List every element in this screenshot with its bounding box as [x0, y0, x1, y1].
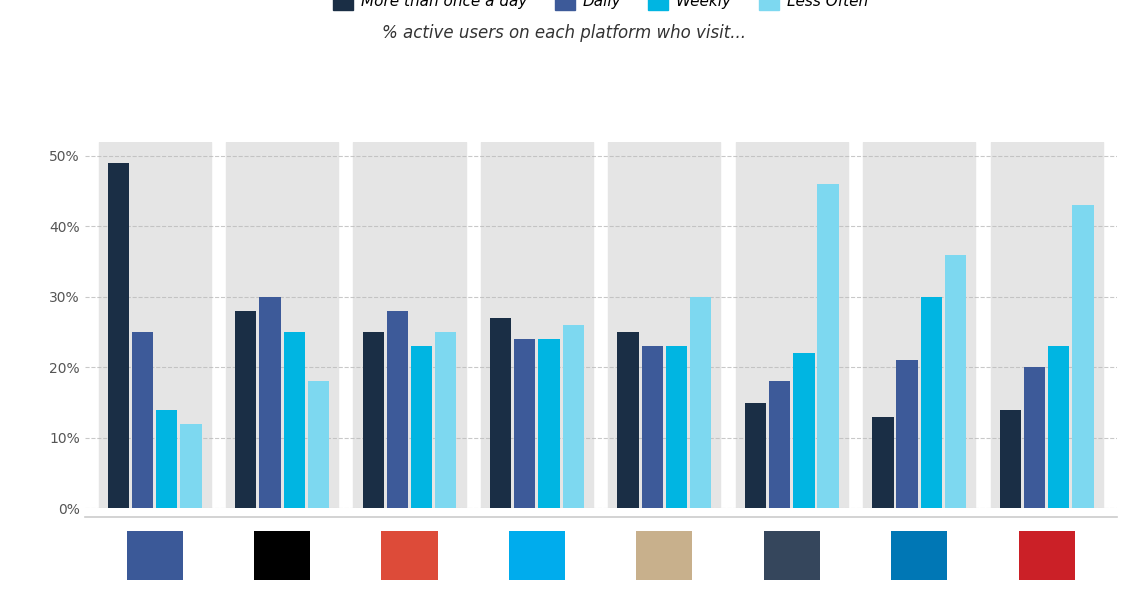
Bar — [999, 410, 1021, 508]
Bar — [735, 142, 848, 508]
FancyBboxPatch shape — [1019, 531, 1075, 580]
FancyBboxPatch shape — [891, 531, 948, 580]
FancyBboxPatch shape — [126, 531, 183, 580]
Text: % active users on each platform who visit...: % active users on each platform who visi… — [382, 24, 746, 41]
Bar — [563, 325, 584, 508]
Bar — [666, 346, 687, 508]
FancyBboxPatch shape — [381, 531, 438, 580]
Bar — [353, 142, 466, 508]
Bar — [107, 163, 129, 508]
Bar — [744, 402, 766, 508]
Legend: More than once a day, Daily, Weekly, Less Often: More than once a day, Daily, Weekly, Les… — [327, 0, 874, 17]
FancyBboxPatch shape — [254, 531, 310, 580]
Bar — [897, 361, 918, 508]
Bar — [538, 339, 559, 508]
Bar — [98, 142, 211, 508]
Bar — [863, 142, 976, 508]
Bar — [435, 332, 457, 508]
Bar — [1024, 368, 1046, 508]
Bar — [362, 332, 384, 508]
Bar — [608, 142, 721, 508]
Bar — [642, 346, 663, 508]
Bar — [1048, 346, 1069, 508]
Bar — [872, 417, 893, 508]
FancyBboxPatch shape — [636, 531, 693, 580]
Bar — [235, 311, 256, 508]
Bar — [990, 142, 1103, 508]
Bar — [156, 410, 177, 508]
Bar — [180, 424, 202, 508]
Bar — [1073, 205, 1094, 508]
Bar — [226, 142, 338, 508]
Bar — [690, 297, 712, 508]
Bar — [818, 184, 839, 508]
Bar — [793, 353, 814, 508]
FancyBboxPatch shape — [509, 531, 565, 580]
Bar — [945, 255, 967, 508]
Bar — [387, 311, 408, 508]
Bar — [514, 339, 536, 508]
Bar — [259, 297, 281, 508]
Bar — [132, 332, 153, 508]
FancyBboxPatch shape — [764, 531, 820, 580]
Bar — [308, 381, 329, 508]
Bar — [490, 318, 511, 508]
Bar — [481, 142, 593, 508]
Bar — [769, 381, 791, 508]
Bar — [920, 297, 942, 508]
Bar — [283, 332, 305, 508]
Bar — [411, 346, 432, 508]
Bar — [617, 332, 638, 508]
